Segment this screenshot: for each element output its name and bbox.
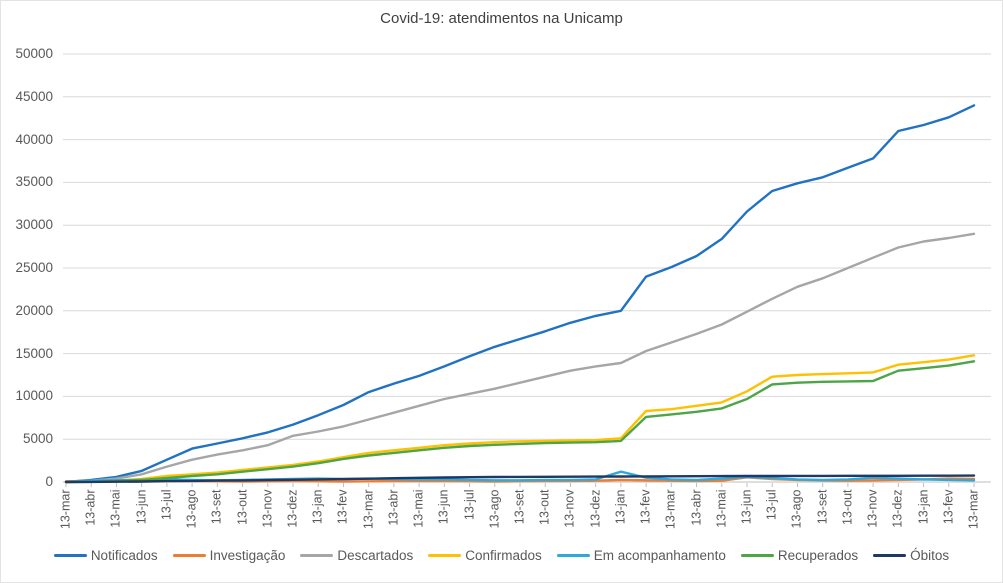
x-tick-label: 13-dez xyxy=(890,489,905,528)
legend-label: Óbitos xyxy=(910,548,950,563)
legend-label: Confirmados xyxy=(465,548,542,563)
x-tick-label: 13-abr xyxy=(386,489,401,526)
x-tick-label: 13-set xyxy=(512,489,527,525)
legend-line-marker-icon xyxy=(53,553,87,558)
x-tick-label: 13-mai xyxy=(108,489,123,528)
x-tick-label: 13-out xyxy=(235,489,250,525)
legend-item-óbitos[interactable]: Óbitos xyxy=(873,548,949,563)
legend-item-recuperados[interactable]: Recuperados xyxy=(740,548,859,563)
legend-item-notificados[interactable]: Notificados xyxy=(53,548,158,563)
y-tick-label: 5000 xyxy=(22,431,53,447)
x-tick-label: 13-jul xyxy=(764,489,779,521)
legend-line-marker-icon xyxy=(740,553,774,558)
x-tick-label: 13-mar xyxy=(663,489,678,530)
x-tick-label: 13-abr xyxy=(689,489,704,526)
x-tick-label: 13-out xyxy=(537,489,552,525)
x-tick-label: 13-jul xyxy=(159,489,174,521)
x-tick-label: 13-ago xyxy=(789,489,804,529)
x-tick-label: 13-mar xyxy=(361,489,376,530)
series-line-confirmados xyxy=(64,354,976,484)
legend-label: Investigação xyxy=(209,548,286,563)
legend-item-confirmados[interactable]: Confirmados xyxy=(428,548,542,563)
y-tick-label: 30000 xyxy=(15,217,53,233)
x-tick-label: 13-jan xyxy=(613,489,628,525)
legend-line-marker-icon xyxy=(428,553,462,558)
x-tick-label: 13-mai xyxy=(411,489,426,528)
y-tick-label: 20000 xyxy=(15,302,53,318)
y-tick-label: 45000 xyxy=(15,88,53,104)
x-tick-label: 13-ago xyxy=(184,489,199,529)
x-tick-label: 13-jun xyxy=(739,489,754,525)
legend-item-descartados[interactable]: Descartados xyxy=(300,548,413,563)
x-tick-label: 13-nov xyxy=(260,489,275,528)
x-tick-label: 13-fev xyxy=(941,489,956,525)
legend-label: Notificados xyxy=(90,548,158,563)
x-tick-label: 13-abr xyxy=(83,489,98,526)
y-tick-label: 35000 xyxy=(15,174,53,190)
legend-line-marker-icon xyxy=(873,553,907,558)
y-tick-label: 0 xyxy=(45,474,53,489)
legend: Notificados Investigação Descartados Confir… xyxy=(1,548,1002,563)
x-tick-label: 13-fev xyxy=(638,489,653,525)
x-tick-label: 13-fev xyxy=(335,489,350,525)
x-tick-label: 13-dez xyxy=(588,489,603,528)
legend-item-investigação[interactable]: Investigação xyxy=(172,548,286,563)
legend-label: Em acompanhamento xyxy=(593,548,726,563)
x-tick-label: 13-set xyxy=(209,489,224,525)
y-tick-label: 15000 xyxy=(15,345,53,361)
series-line-descartados xyxy=(64,232,976,484)
legend-item-em-acompanhamento[interactable]: Em acompanhamento xyxy=(556,548,726,563)
x-tick-label: 13-jun xyxy=(134,489,149,525)
x-tick-label: 13-nov xyxy=(865,489,880,528)
legend-label: Recuperados xyxy=(777,548,859,563)
x-tick-label: 13-ago xyxy=(487,489,502,529)
series-line-recuperados xyxy=(64,360,976,484)
x-tick-label: 13-mar xyxy=(58,489,73,530)
chart-title: Covid-19: atendimentos na Unicamp xyxy=(380,10,623,27)
legend-line-marker-icon xyxy=(300,553,334,558)
legend-line-marker-icon xyxy=(556,553,590,558)
x-tick-label: 13-set xyxy=(815,489,830,525)
x-tick-label: 13-mar xyxy=(966,489,981,530)
y-tick-label: 50000 xyxy=(15,46,53,61)
x-tick-label: 13-out xyxy=(840,489,855,525)
y-tick-label: 40000 xyxy=(15,131,53,147)
series-line-óbitos xyxy=(64,474,976,484)
x-tick-label: 13-jan xyxy=(916,489,931,525)
x-tick-label: 13-jan xyxy=(310,489,325,525)
x-tick-label: 13-mai xyxy=(714,489,729,528)
x-tick-label: 13-nov xyxy=(562,489,577,528)
y-tick-label: 10000 xyxy=(15,388,53,404)
series-line-notificados xyxy=(64,104,976,484)
x-tick-label: 13-jun xyxy=(436,489,451,525)
legend-label: Descartados xyxy=(337,548,414,563)
y-tick-label: 25000 xyxy=(15,260,53,275)
x-tick-label: 13-jul xyxy=(462,489,477,521)
x-tick-label: 13-dez xyxy=(285,489,300,528)
legend-line-marker-icon xyxy=(172,553,206,558)
